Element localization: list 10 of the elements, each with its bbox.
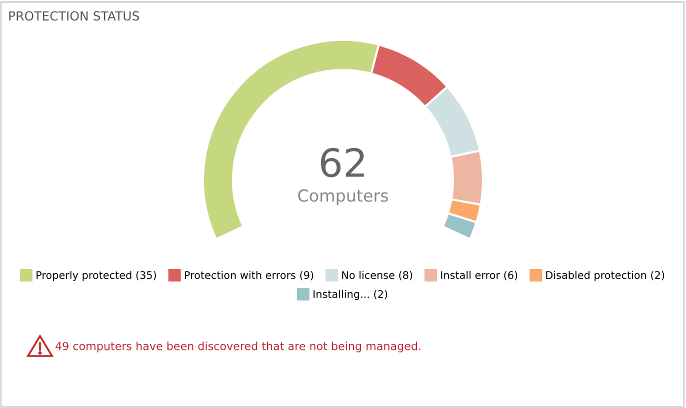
legend-label: Protection with errors (9): [184, 270, 314, 280]
legend-label: Properly protected (35): [36, 270, 156, 282]
legend-label: Disabled protection (2): [546, 270, 664, 282]
text: 62: [320, 148, 364, 178]
text: Computers: [298, 189, 388, 206]
legend-label: Installing... (2): [314, 290, 388, 300]
text: 49 computers have been discovered that are not being managed.: [56, 342, 420, 352]
legend-label: Install error (6): [441, 270, 518, 280]
legend-label: No license (8): [342, 270, 412, 280]
chart-title: PROTECTION STATUS: [9, 11, 140, 21]
